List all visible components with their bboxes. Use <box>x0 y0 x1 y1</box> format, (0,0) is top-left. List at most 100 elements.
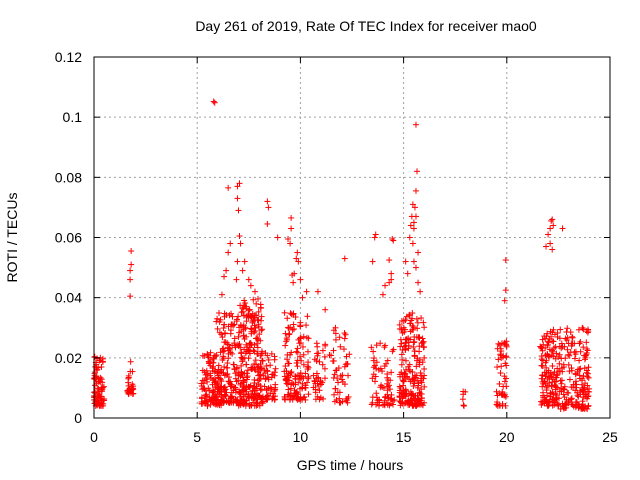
data-point <box>372 231 379 238</box>
data-point <box>547 393 554 400</box>
data-point <box>413 357 420 364</box>
data-point <box>421 324 428 331</box>
data-point <box>204 402 211 409</box>
data-point <box>421 365 428 372</box>
data-point <box>542 359 549 366</box>
data-point <box>561 386 568 393</box>
data-point <box>312 389 319 396</box>
data-point <box>548 383 555 390</box>
data-point <box>254 335 261 342</box>
data-point <box>255 295 262 302</box>
data-point <box>342 331 349 338</box>
data-point <box>258 317 265 324</box>
data-point <box>416 356 423 363</box>
data-point <box>568 395 575 402</box>
data-point <box>237 381 244 388</box>
data-point <box>204 378 211 385</box>
data-point <box>344 360 351 367</box>
data-point <box>245 355 252 362</box>
data-point <box>313 375 320 382</box>
data-point <box>414 392 421 399</box>
data-point <box>237 240 244 247</box>
data-point <box>332 336 339 343</box>
data-point <box>95 364 102 371</box>
data-point <box>388 369 395 376</box>
data-point <box>282 363 289 370</box>
data-point <box>264 198 271 205</box>
data-point <box>399 329 406 336</box>
data-point <box>546 336 553 343</box>
data-point <box>396 371 403 378</box>
data-point <box>297 334 304 341</box>
data-point <box>409 201 416 208</box>
data-point <box>221 273 228 280</box>
data-point <box>246 340 253 347</box>
data-point <box>558 345 565 352</box>
data-point <box>202 392 209 399</box>
data-point <box>410 383 417 390</box>
data-point <box>222 330 229 337</box>
data-point <box>405 342 412 349</box>
data-point <box>339 398 346 405</box>
data-point <box>391 396 398 403</box>
data-point <box>545 231 552 238</box>
data-point <box>216 318 223 325</box>
data-point <box>227 330 234 337</box>
data-point <box>222 392 229 399</box>
data-point <box>496 390 503 397</box>
data-point <box>496 402 503 409</box>
data-point <box>251 361 258 368</box>
data-point <box>285 325 292 332</box>
data-point <box>238 309 245 316</box>
data-point <box>265 356 272 363</box>
data-point <box>234 258 241 265</box>
data-point <box>543 332 550 339</box>
data-point <box>297 322 304 329</box>
data-point <box>290 321 297 328</box>
data-point <box>293 255 300 262</box>
data-point <box>300 333 307 340</box>
data-point <box>257 337 264 344</box>
data-point <box>254 368 261 375</box>
data-point <box>297 353 304 360</box>
data-point <box>238 362 245 369</box>
data-point <box>386 279 393 286</box>
data-point <box>244 373 251 380</box>
data-point <box>554 365 561 372</box>
data-point <box>567 349 574 356</box>
data-point <box>420 319 427 326</box>
data-point <box>243 370 250 377</box>
data-point <box>209 389 216 396</box>
data-point <box>259 326 266 333</box>
data-point <box>235 207 242 214</box>
data-point <box>265 204 272 211</box>
data-point <box>240 378 247 385</box>
axis-ticks <box>93 56 611 419</box>
data-point <box>303 288 310 295</box>
data-point <box>412 213 419 220</box>
chart-title: Day 261 of 2019, Rate Of TEC Index for r… <box>195 18 537 34</box>
data-point <box>264 352 271 359</box>
data-point <box>305 375 312 382</box>
data-point <box>558 377 565 384</box>
data-point <box>225 355 232 362</box>
data-point <box>312 396 319 403</box>
data-point <box>498 363 505 370</box>
data-point <box>209 388 216 395</box>
data-point <box>561 394 568 401</box>
data-point <box>413 334 420 341</box>
data-point <box>400 378 407 385</box>
data-point <box>235 313 242 320</box>
data-point <box>411 338 418 345</box>
data-point <box>242 391 249 398</box>
data-point <box>377 365 384 372</box>
data-point <box>575 393 582 400</box>
data-point <box>288 225 295 232</box>
data-point <box>398 361 405 368</box>
data-point <box>341 381 348 388</box>
data-point <box>319 379 326 386</box>
data-point <box>271 396 278 403</box>
data-point <box>410 225 417 232</box>
data-point <box>232 386 239 393</box>
data-point <box>281 309 288 316</box>
